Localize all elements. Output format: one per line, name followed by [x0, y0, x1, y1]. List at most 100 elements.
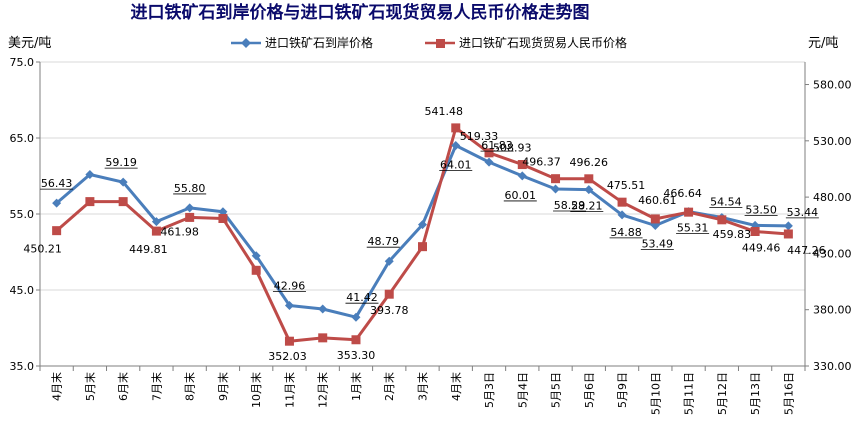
data-label-rmb: 519.33	[460, 130, 499, 143]
data-point-rmb	[717, 215, 727, 225]
data-label-rmb: 460.61	[638, 194, 677, 207]
data-label-cif: 42.96	[274, 280, 306, 293]
data-point-cif	[584, 185, 594, 195]
data-point-cif	[418, 220, 427, 230]
x-tick-label: 1月末	[349, 372, 363, 401]
legend-label-cif: 进口铁矿石到岸价格	[265, 35, 373, 50]
data-point-rmb	[617, 197, 627, 207]
data-point-cif	[218, 207, 228, 217]
x-tick-label: 5月13日	[749, 372, 762, 415]
data-point-rmb	[85, 197, 95, 207]
x-tick-label: 5月9日	[616, 372, 629, 408]
data-point-cif	[284, 301, 294, 311]
data-point-rmb	[218, 214, 228, 224]
data-label-rmb: 508.93	[493, 142, 532, 155]
data-point-rmb	[185, 212, 195, 222]
data-point-rmb	[418, 242, 427, 252]
data-point-rmb	[284, 336, 294, 346]
data-label-cif: 53.49	[642, 237, 674, 250]
data-label-rmb: 496.37	[522, 156, 561, 169]
data-label-rmb: 393.78	[370, 304, 409, 317]
data-label-cif: 58.21	[571, 200, 603, 213]
x-tick-label: 12月末	[316, 372, 330, 408]
x-tick-label: 2月末	[382, 372, 396, 401]
x-axis-ticks: 4月末 5月末 6月末 7月末 8月末 9月末 10月末 11月末 12月末 1月末 2月末 3月末 4…	[39, 366, 806, 415]
data-label-rmb: 447.26	[787, 244, 826, 257]
x-tick-label: 8月末	[183, 372, 197, 401]
data-point-cif	[384, 256, 394, 266]
data-point-cif	[617, 210, 627, 220]
right-axis-ticks: 330.00 380.00 430.00 480.00 530.00 580.00	[805, 79, 852, 373]
x-tick-label: 10月末	[249, 372, 263, 408]
data-point-cif	[118, 177, 128, 187]
data-point-rmb	[384, 289, 394, 299]
right-axis-unit: 元/吨	[808, 36, 838, 51]
data-label-cif: 64.01	[440, 159, 472, 172]
legend: 进口铁矿石到岸价格 进口铁矿石现货贸易人民币价格	[231, 35, 627, 50]
data-point-rmb	[650, 214, 660, 224]
data-label-rmb: 352.03	[268, 350, 307, 363]
data-label-cif: 60.01	[505, 189, 537, 202]
data-point-rmb	[783, 229, 793, 239]
data-label-cif: 55.31	[677, 222, 709, 235]
left-tick-label: 45.0	[10, 284, 35, 297]
data-point-rmb	[750, 226, 760, 236]
x-tick-label: 5月12日	[716, 372, 729, 415]
data-point-rmb	[52, 226, 62, 236]
data-label-cif: 41.42	[346, 291, 378, 304]
data-label-cif: 53.50	[745, 203, 777, 216]
x-tick-label: 5月11日	[683, 372, 696, 415]
data-label-rmb: 475.51	[607, 179, 646, 192]
data-point-rmb	[451, 123, 461, 133]
data-point-rmb	[351, 335, 361, 345]
data-point-cif	[351, 312, 361, 322]
x-tick-label: 9月末	[216, 372, 230, 401]
data-point-cif	[484, 157, 494, 167]
data-label-cif: 58.29	[554, 199, 586, 212]
data-point-rmb	[684, 207, 694, 217]
x-tick-label: 5月3日	[483, 372, 496, 408]
data-label-rmb: 461.98	[160, 225, 199, 238]
data-label-rmb: 496.26	[570, 156, 609, 169]
left-axis-ticks: 35.0 45.0 55.0 65.0 75.0	[10, 56, 40, 373]
data-label-cif: 59.19	[105, 156, 137, 169]
data-label-rmb: 466.64	[663, 187, 702, 200]
right-tick-label: 380.00	[813, 304, 852, 317]
data-point-rmb	[484, 148, 494, 158]
data-label-cif: 53.44	[787, 206, 819, 219]
data-label-cif: 56.43	[41, 177, 73, 190]
data-point-cif	[517, 171, 527, 181]
data-label-rmb: 450.21	[23, 243, 62, 256]
right-tick-label: 530.00	[813, 135, 852, 148]
chart-title: 进口铁矿石到岸价格与进口铁矿石现货贸易人民币价格走势图	[131, 2, 590, 23]
data-label-rmb: 459.83	[713, 228, 752, 241]
legend-marker-rmb	[436, 39, 445, 48]
x-tick-label: 7月末	[149, 372, 163, 401]
data-label-rmb: 449.81	[129, 243, 168, 256]
data-point-cif	[151, 217, 161, 227]
left-tick-label: 55.0	[10, 208, 35, 221]
data-point-cif	[185, 203, 195, 213]
legend-marker-cif	[241, 38, 251, 48]
x-tick-label: 5月10日	[649, 372, 662, 415]
x-tick-label: 5月4日	[516, 372, 529, 408]
left-tick-label: 75.0	[10, 56, 35, 69]
data-point-rmb	[584, 174, 594, 184]
data-point-cif	[251, 251, 261, 261]
x-tick-label: 3月末	[416, 372, 430, 401]
data-label-cif: 54.88	[610, 226, 642, 239]
right-tick-label: 430.00	[813, 247, 852, 260]
data-label-cif: 55.80	[174, 182, 206, 195]
data-point-rmb	[517, 160, 527, 170]
data-label-cif: 54.54	[710, 195, 742, 208]
x-tick-label: 4月末	[449, 372, 463, 401]
data-label-rmb: 541.48	[425, 105, 464, 118]
data-point-rmb	[251, 265, 261, 275]
left-tick-label: 65.0	[10, 132, 35, 145]
x-tick-label: 6月末	[116, 372, 130, 401]
data-label-cif: 48.79	[367, 235, 399, 248]
data-point-rmb	[551, 174, 561, 184]
data-label-rmb: 353.30	[337, 349, 376, 362]
data-point-rmb	[318, 333, 328, 343]
right-tick-label: 480.00	[813, 191, 852, 204]
